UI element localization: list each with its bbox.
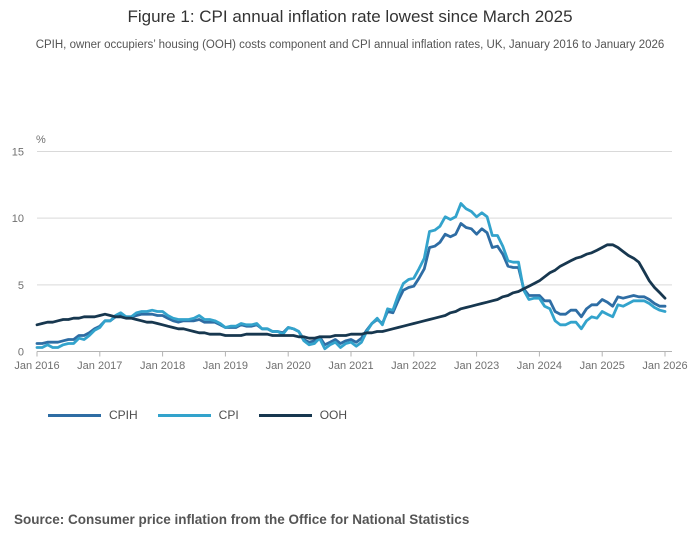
series-line-cpih (35, 222, 667, 347)
x-tick-label-jan-2022: Jan 2022 (391, 360, 436, 372)
chart-canvas: 0 5 10 15% Jan 2016 Jan 2017 Jan 2018 Jan 2019 J… (12, 134, 688, 372)
x-tick-label-jan-2020: Jan 2020 (266, 360, 311, 372)
chart-subtitle: CPIH, owner occupiers’ housing (OOH) cos… (35, 39, 665, 51)
x-tick-label-jan-2019: Jan 2019 (203, 360, 248, 372)
legend-item-cpih[interactable]: CPIH (48, 408, 138, 422)
legend-swatch-cpih (48, 413, 101, 417)
y-tick-label-0: 0 (18, 347, 24, 359)
legend-item-ooh[interactable]: OOH (258, 408, 348, 422)
source-note: Source: Consumer price inflation from th… (14, 512, 470, 527)
chart-legend: CPIH CPI OOH (48, 408, 347, 422)
legend-label-ooh: OOH (319, 408, 348, 422)
x-tick-label-jan-2016: Jan 2016 (14, 360, 59, 372)
x-tick-label-jan-2021: Jan 2021 (328, 360, 373, 372)
legend-label-cpih: CPIH (109, 408, 138, 422)
y-tick-label-15: 15 (12, 147, 24, 159)
legend-swatch-ooh (258, 413, 312, 417)
y-tick-label-5: 5 (18, 280, 24, 292)
x-tick-label-jan-2023: Jan 2023 (454, 360, 499, 372)
y-axis-unit-label: % (36, 134, 46, 146)
y-tick-label-10: 10 (12, 213, 24, 225)
x-tick-label-jan-2017: Jan 2017 (77, 360, 122, 372)
legend-swatch-cpi (157, 413, 211, 417)
legend-item-cpi[interactable]: CPI (157, 408, 239, 422)
x-tick-label-jan-2024: Jan 2024 (517, 360, 562, 372)
series-line-cpi (35, 202, 667, 351)
chart-title: Figure 1: CPI annual inflation rate lowe… (127, 7, 573, 26)
line-chart: 0 5 10 15% Jan 2016 Jan 2017 Jan 2018 Jan 2019 J… (12, 134, 688, 372)
series-line-ooh (35, 243, 667, 340)
legend-label-cpi: CPI (218, 408, 239, 422)
x-tick-label-jan-2025: Jan 2025 (580, 360, 625, 372)
x-tick-label-jan-2026: Jan 2026 (642, 360, 687, 372)
x-tick-label-jan-2018: Jan 2018 (140, 360, 185, 372)
